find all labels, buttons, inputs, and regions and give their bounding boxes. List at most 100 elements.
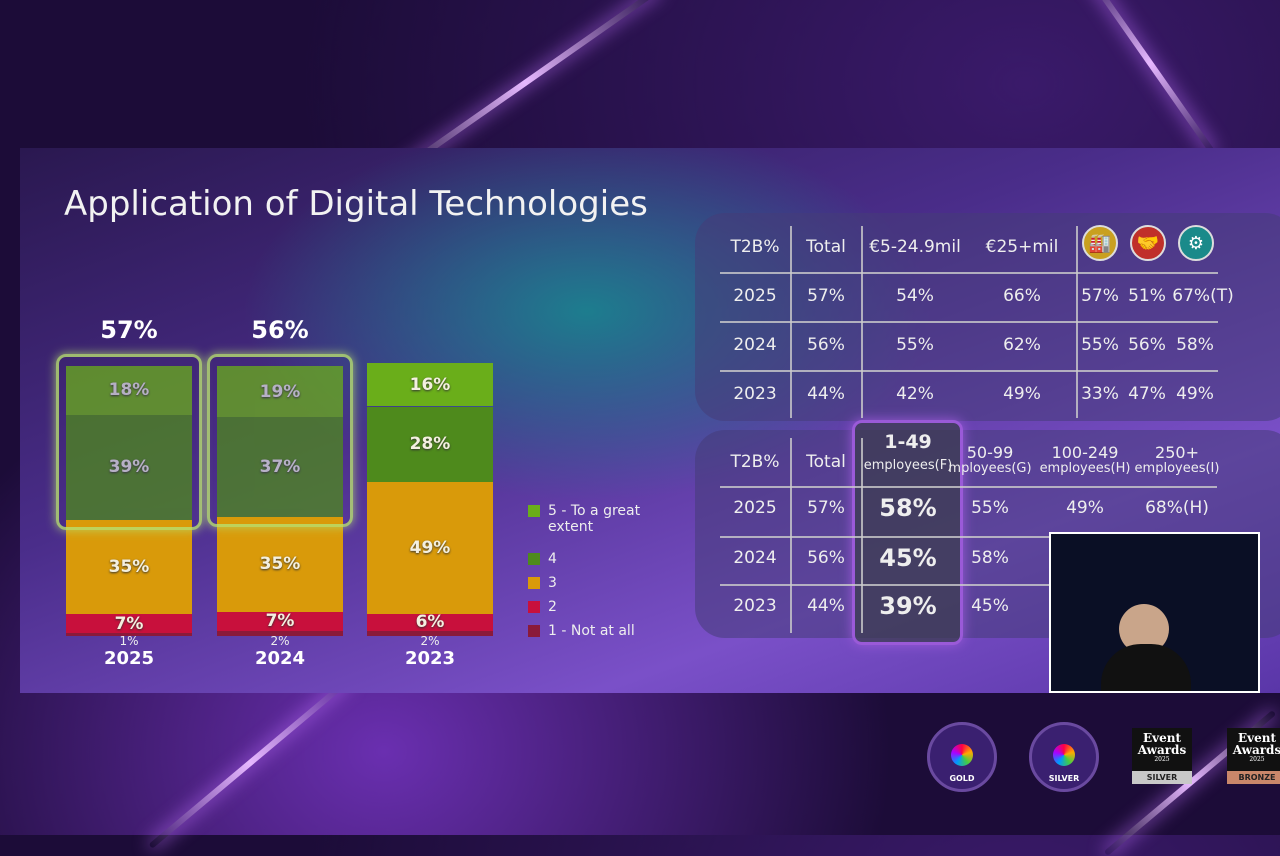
table-cell: 68%(H) <box>1145 498 1209 518</box>
table-cell: 42% <box>896 384 934 404</box>
table-header: Total <box>806 237 846 257</box>
table-header: T2B% <box>730 452 780 472</box>
table-header: 1-49 <box>884 431 932 453</box>
top2box-highlight <box>56 354 202 530</box>
legend-label: 2 <box>548 599 557 615</box>
legend-label: 3 <box>548 575 557 591</box>
award-year: 2025 <box>1249 756 1265 763</box>
x-tick-label: 2025 <box>103 648 155 669</box>
table-cell: 2023 <box>733 596 777 616</box>
row-divider <box>720 584 1217 586</box>
table-header: 50-99 <box>966 443 1014 462</box>
bar-segment-2023-0 <box>367 630 493 636</box>
background-light-beam <box>1084 0 1216 155</box>
table-cell: 2024 <box>733 548 777 568</box>
row-divider <box>720 272 1218 274</box>
bar-segment-2025-3: 39% <box>66 414 192 520</box>
row-divider <box>720 321 1218 323</box>
speaker-body <box>1101 644 1191 691</box>
presentation-slide: Application of Digital Technologies 1% 7%… <box>20 148 1280 693</box>
legend-label: 1 - Not at all <box>548 623 635 639</box>
table-cell: 49% <box>1066 498 1104 518</box>
legend-label: 4 <box>548 551 557 567</box>
legend-item: 2 <box>528 599 658 615</box>
table-cell: 49% <box>1003 384 1041 404</box>
table-cell: 51% <box>1128 286 1166 306</box>
x-tick-label: 2023 <box>404 648 456 669</box>
bar-segment-2024-2: 35% <box>217 517 343 612</box>
award-year: 2025 <box>1154 756 1170 763</box>
bar-segment-2025-2: 35% <box>66 519 192 615</box>
table-cell: 2025 <box>733 286 777 306</box>
award-tier: BRONZE <box>1227 771 1280 784</box>
bar-segment-2023-3: 28% <box>367 406 493 483</box>
column-divider <box>790 438 792 633</box>
row-divider <box>720 536 1217 538</box>
bar-segment-2024-0 <box>217 630 343 636</box>
table-header: €5-24.9mil <box>869 237 961 257</box>
flower-logo-icon <box>951 744 973 766</box>
value-label: 2% <box>420 634 440 648</box>
table-cell: 33% <box>1081 384 1119 404</box>
table-cell: 58% <box>1176 335 1214 355</box>
table-cell: 57% <box>1081 286 1119 306</box>
legend-swatch <box>528 577 540 589</box>
bar-segment-2023-1: 6% <box>367 612 493 632</box>
table-cell: 58% <box>971 548 1009 568</box>
award-tier: SILVER <box>1048 774 1080 783</box>
bar-segment-2025-1: 7% <box>66 614 192 634</box>
table-header-sub: employees(I) <box>1134 461 1220 476</box>
x-tick-label: 2024 <box>254 648 306 669</box>
slide-title: Application of Digital Technologies <box>64 184 648 224</box>
table-cell: 45% <box>971 596 1009 616</box>
table-cell: 2023 <box>733 384 777 404</box>
table-header: Total <box>806 452 846 472</box>
legend-swatch <box>528 601 540 613</box>
column-divider <box>861 438 863 633</box>
award-tier: GOLD <box>949 774 975 783</box>
bar-segment-2024-1: 7% <box>217 611 343 631</box>
table-cell: 44% <box>807 384 845 404</box>
top2box-label: 56% <box>251 316 309 344</box>
table-cell: 58% <box>879 494 937 522</box>
bar-segment-2025-4: 18% <box>66 366 192 415</box>
column-divider <box>1076 226 1078 418</box>
table-cell: 55% <box>971 498 1009 518</box>
table-header: 250+ <box>1155 443 1199 462</box>
row-divider <box>720 370 1218 372</box>
column-divider <box>790 226 792 418</box>
table-cell: 56% <box>807 335 845 355</box>
legend-item: 5 - To a great extent <box>528 503 658 535</box>
table-cell: 57% <box>807 286 845 306</box>
award-event-bronze: Event Awards 2025 BRONZE <box>1227 728 1280 784</box>
service-gear-hand-icon: ⚙ <box>1178 225 1214 261</box>
table-header-sub: employees(H) <box>1039 461 1131 476</box>
award-title: Event Awards <box>1137 731 1187 757</box>
table-cell: 45% <box>879 544 937 572</box>
table-cell: 62% <box>1003 335 1041 355</box>
table-header: 100-249 <box>1051 443 1119 462</box>
award-event-silver: Event Awards 2025 SILVER <box>1132 728 1192 784</box>
bar-segment-2024-4: 19% <box>217 366 343 418</box>
table-cell: 66% <box>1003 286 1041 306</box>
award-badge-silver: SILVER <box>1029 722 1099 792</box>
legend-swatch <box>528 505 540 517</box>
table-header: T2B% <box>730 237 780 257</box>
bar-segment-2024-3: 37% <box>217 417 343 518</box>
table-cell: 49% <box>1176 384 1214 404</box>
bar-segment-2023-4: 16% <box>367 363 493 407</box>
award-tier: SILVER <box>1132 771 1192 784</box>
highlight-column-1-49 <box>852 420 963 645</box>
table-cell: 56% <box>1128 335 1166 355</box>
table-cell: 55% <box>1081 335 1119 355</box>
table-cell: 44% <box>807 596 845 616</box>
legend-item: 3 <box>528 575 658 591</box>
table-cell: 39% <box>879 592 937 620</box>
speaker-video-inset[interactable] <box>1049 532 1260 693</box>
table-cell: 67%(T) <box>1172 286 1234 306</box>
row-divider <box>720 486 1217 488</box>
table-cell: 54% <box>896 286 934 306</box>
column-divider <box>861 226 863 418</box>
table-header-sub: employees(F) <box>863 458 953 473</box>
legend-item: 1 - Not at all <box>528 623 658 639</box>
